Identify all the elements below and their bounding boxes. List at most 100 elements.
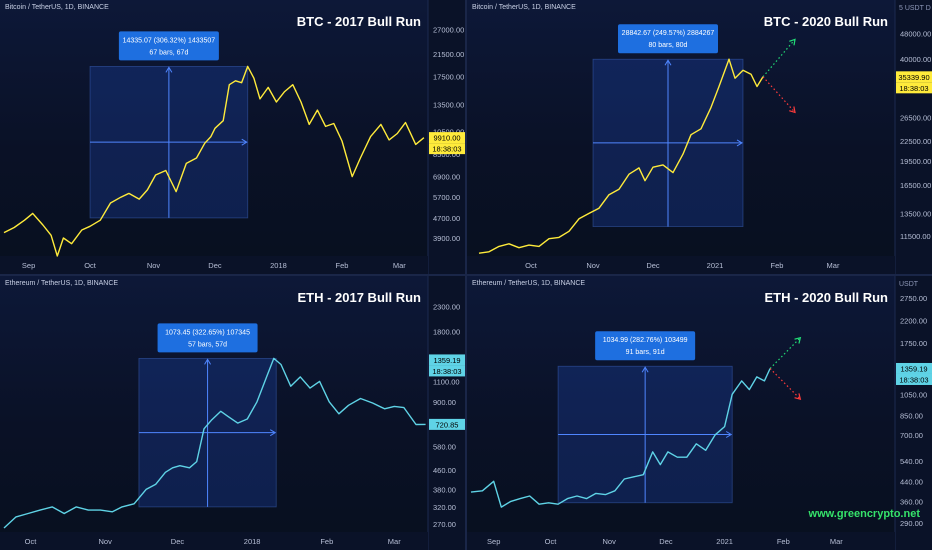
measure-label-box (618, 24, 718, 54)
y-tick-label: 440.00 (900, 477, 923, 486)
measure-vertical-arrowhead (664, 59, 672, 66)
projection-line (762, 76, 796, 113)
y-tick-label: 22500.00 (900, 137, 931, 146)
price-line (470, 368, 771, 508)
y-tick-label: 2300.00 (433, 302, 460, 311)
symbol-label: Bitcoin / TetherUS, 1D, BINANCE (472, 4, 576, 11)
x-tick-label: Dec (208, 261, 222, 270)
panel-title: ETH - 2017 Bull Run (297, 290, 421, 305)
y-tick-label: 19500.00 (900, 157, 931, 166)
projection-arrowhead (794, 336, 802, 344)
measure-change-label: 28842.67 (249.57%) 2884267 (622, 30, 715, 37)
x-tick-label: Dec (659, 537, 673, 546)
axis-unit-label: 5 USDT D (899, 5, 931, 12)
eth-2017-chart: 270.00320.00380.00460.00580.00720.00900.… (0, 276, 465, 550)
x-tick-label: Oct (84, 261, 97, 270)
y-tick-label: 17500.00 (433, 72, 464, 81)
time-axis (467, 256, 895, 274)
symbol-label: Ethereum / TetherUS, 1D, BINANCE (5, 280, 119, 287)
panel-btc-2020[interactable]: 5 USDT D 11500.00 13500.00 16500.00 19500.00… (467, 0, 932, 274)
projection-arrowhead (789, 106, 796, 114)
price-badge-label: 1359.19 (433, 356, 460, 365)
panel-title: ETH - 2020 Bull Run (764, 290, 888, 305)
measure-vertical-arrowhead (165, 66, 173, 73)
y-tick-label: 21500.00 (433, 50, 464, 59)
y-tick-label: 2750.00 (900, 294, 927, 303)
measure-change-label: 1034.99 (282.76%) 103499 (603, 337, 688, 344)
price-badge-label: 18:38:03 (899, 84, 928, 93)
y-tick-label: 540.00 (900, 457, 923, 466)
x-tick-label: Mar (393, 261, 406, 270)
measure-bars-label: 80 bars, 80d (649, 42, 688, 49)
watermark-link[interactable]: www.greencrypto.net (808, 508, 920, 520)
projection-line (769, 368, 801, 400)
y-tick-label: 5700.00 (433, 193, 460, 202)
price-axis (895, 0, 932, 274)
x-tick-label: Sep (22, 261, 35, 270)
y-tick-label: 270.00 (433, 520, 456, 529)
y-tick-label: 850.00 (900, 411, 923, 420)
btc-2017-chart: 3900.00 4700.00 5700.00 6900.00 8500.00 10500… (0, 0, 465, 274)
panel-btc-2017[interactable]: 3900.00 4700.00 5700.00 6900.00 8500.00 10500… (0, 0, 465, 274)
symbol-label: Ethereum / TetherUS, 1D, BINANCE (472, 280, 586, 287)
price-badge-label: 18:38:03 (899, 375, 928, 384)
x-tick-label: Nov (603, 537, 617, 546)
x-tick-label: Dec (646, 261, 660, 270)
y-tick-label: 13500.00 (900, 209, 931, 218)
y-tick-label: 13500.00 (433, 100, 464, 109)
measure-change-label: 1073.45 (322.65%) 107345 (165, 329, 250, 336)
symbol-label: Bitcoin / TetherUS, 1D, BINANCE (5, 4, 109, 11)
projection-line (762, 39, 796, 78)
price-badge-label: 1359.19 (900, 364, 927, 373)
x-tick-label: Nov (99, 537, 113, 546)
projection-arrowhead (789, 38, 796, 46)
y-tick-label: 3900.00 (433, 234, 460, 243)
y-tick-label: 16500.00 (900, 181, 931, 190)
panel-title: BTC - 2020 Bull Run (763, 14, 888, 29)
measure-vertical-arrowhead (204, 358, 211, 365)
y-tick-label: 290.00 (900, 519, 923, 528)
x-tick-label: 2018 (270, 261, 287, 270)
y-tick-label: 1100.00 (433, 377, 460, 386)
x-tick-label: 2018 (244, 537, 261, 546)
horizontal-divider (0, 274, 932, 276)
price-badge (429, 365, 465, 377)
projection-arrowhead (794, 393, 802, 401)
measure-bars-label: 91 bars, 91d (626, 349, 665, 356)
y-tick-label: 580.00 (433, 442, 456, 451)
price-badge-label: 9910.00 (433, 134, 460, 143)
measure-label-box (595, 331, 696, 361)
eth-2020-chart: USDT 290.00 360.00 440.00 540.00 700.00 850.00… (467, 276, 932, 550)
panel-eth-2020[interactable]: USDT 290.00 360.00 440.00 540.00 700.00 850.00… (467, 276, 932, 550)
panel-title: BTC - 2017 Bull Run (296, 14, 421, 29)
y-tick-label: 1050.00 (900, 390, 927, 399)
price-badge-label: 18:38:03 (432, 367, 461, 376)
price-badge-label: 720.85 (436, 420, 459, 429)
price-badge (429, 143, 465, 155)
x-tick-label: Sep (487, 537, 500, 546)
measure-vertical-arrowhead (641, 366, 649, 373)
measure-bars-label: 67 bars, 67d (149, 49, 188, 56)
time-axis (0, 532, 428, 550)
price-badge-label: 18:38:03 (432, 145, 461, 154)
x-tick-label: Oct (525, 261, 538, 270)
measure-horizontal-arrowhead (269, 429, 277, 437)
y-tick-label: 27000.00 (433, 26, 464, 35)
y-tick-label: 2200.00 (900, 316, 927, 325)
x-tick-label: Dec (171, 537, 185, 546)
x-tick-label: 2021 (716, 537, 733, 546)
price-badge (429, 418, 465, 430)
y-tick-label: 1750.00 (900, 339, 927, 348)
time-axis (0, 256, 428, 274)
panel-eth-2017[interactable]: 270.00320.00380.00460.00580.00720.00900.… (0, 276, 465, 550)
price-line (3, 357, 426, 529)
x-tick-label: Feb (320, 537, 333, 546)
btc-2020-chart: 5 USDT D 11500.00 13500.00 16500.00 19500.00… (467, 0, 932, 274)
price-badge (896, 71, 932, 83)
x-tick-label: Nov (147, 261, 161, 270)
y-tick-label: 900.00 (433, 398, 456, 407)
y-tick-label: 26500.00 (900, 114, 931, 123)
projection-line (769, 337, 801, 369)
y-tick-label: 360.00 (900, 497, 923, 506)
